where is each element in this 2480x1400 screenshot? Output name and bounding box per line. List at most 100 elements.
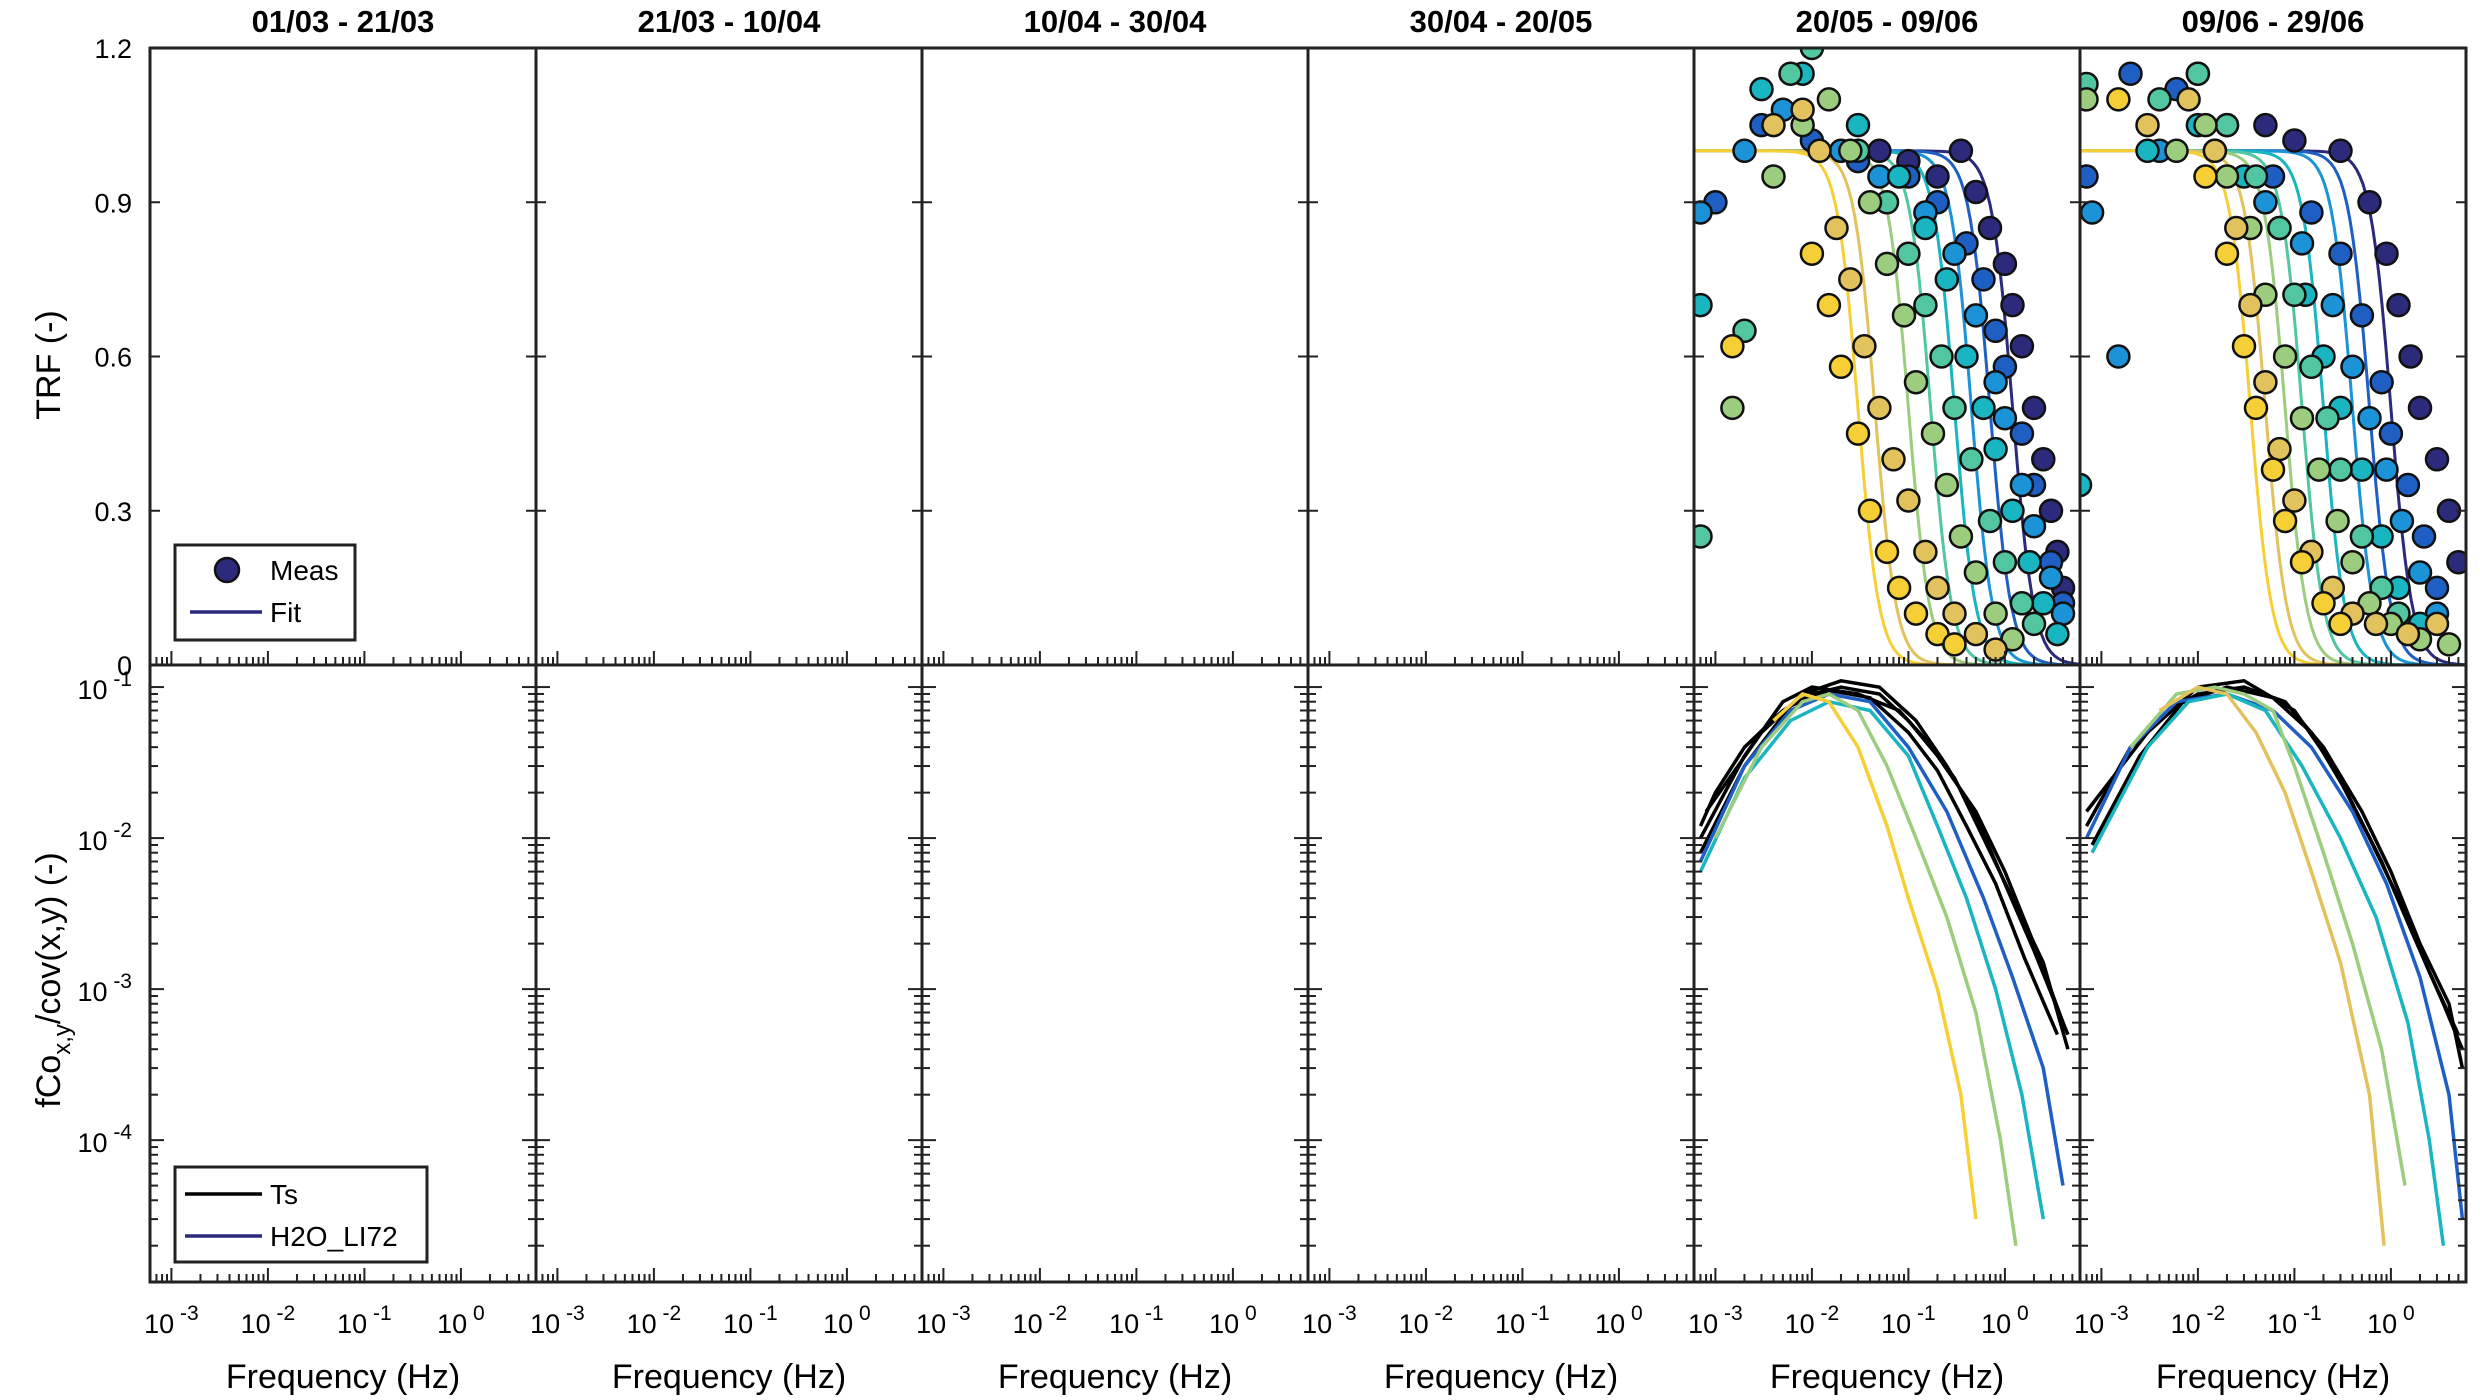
meas-point bbox=[1720, 333, 1745, 359]
meas-point bbox=[1992, 251, 2018, 277]
x-tick-label: 10 -1 bbox=[2267, 1302, 2322, 1339]
cospec-group bbox=[1698, 688, 2060, 1036]
meas-point bbox=[2363, 611, 2389, 637]
cospec-line bbox=[2129, 685, 2407, 1186]
y-tick-label: 10 -4 bbox=[77, 1121, 132, 1158]
meas-point bbox=[2328, 138, 2353, 164]
meas-point bbox=[2106, 344, 2131, 369]
meas-point bbox=[1732, 138, 1757, 164]
top-axes-box bbox=[534, 46, 924, 667]
meas-point bbox=[1963, 303, 1989, 328]
fit-curve bbox=[1694, 149, 2080, 665]
x-tick-label: 10 0 bbox=[1595, 1302, 1643, 1339]
meas-point bbox=[2357, 190, 2382, 215]
meas-point bbox=[1925, 164, 1950, 189]
meas-point bbox=[1920, 421, 1946, 446]
cospec-group bbox=[2090, 692, 2446, 1246]
meas-point bbox=[1874, 539, 1900, 565]
meas-point bbox=[2299, 200, 2324, 225]
cospec-group bbox=[1698, 685, 2065, 1024]
y-tick-label: 1.2 bbox=[94, 34, 132, 64]
meas-point bbox=[2315, 405, 2340, 431]
meas-point bbox=[1934, 267, 1960, 292]
meas-series bbox=[1720, 87, 2025, 652]
meas-point bbox=[2260, 457, 2286, 482]
legend-marker-meas bbox=[213, 556, 241, 584]
meas-point bbox=[1857, 190, 1883, 215]
meas-point bbox=[2021, 611, 2047, 637]
meas-point bbox=[1694, 292, 1713, 318]
cospec-line bbox=[1772, 692, 1978, 1220]
meas-point bbox=[1816, 292, 1842, 318]
meas-point bbox=[2000, 292, 2025, 318]
meas-point bbox=[1761, 164, 1786, 189]
panel-title: 20/05 - 09/06 bbox=[1796, 4, 1979, 39]
meas-point bbox=[2446, 549, 2466, 575]
bottom-y-label-main: fCo bbox=[30, 1055, 68, 1108]
meas-point bbox=[1867, 138, 1892, 164]
x-axis-label: Frequency (Hz) bbox=[998, 1358, 1232, 1396]
meas-point bbox=[1929, 344, 1954, 369]
meas-series bbox=[2185, 61, 2466, 575]
meas-point bbox=[1828, 354, 1854, 380]
meas-point bbox=[2407, 395, 2433, 421]
meas-point bbox=[1948, 524, 1974, 549]
meas-point bbox=[2193, 112, 2218, 138]
meas-point bbox=[1963, 560, 1989, 585]
cospec-line bbox=[2158, 685, 2386, 1246]
cospectra-lines bbox=[1698, 678, 2465, 1246]
meas-series bbox=[1720, 241, 1967, 657]
x-tick-label: 10 0 bbox=[437, 1302, 485, 1339]
meas-point bbox=[1838, 267, 1863, 292]
meas-point bbox=[2325, 508, 2350, 534]
meas-point bbox=[2386, 292, 2411, 318]
meas-point bbox=[2272, 344, 2298, 369]
x-tick-label: 10 -1 bbox=[723, 1302, 778, 1339]
meas-point bbox=[2009, 591, 2035, 616]
bottom-y-axis-label: fCox,y/cov(x,y) (-) bbox=[30, 852, 76, 1107]
meas-point bbox=[2050, 601, 2076, 626]
x-tick-label: 10 0 bbox=[1981, 1302, 2029, 1339]
meas-point bbox=[2021, 395, 2047, 421]
meas-series bbox=[1694, 97, 2076, 626]
meas-point bbox=[2017, 549, 2042, 575]
meas-point bbox=[2395, 472, 2421, 498]
meas-point bbox=[1816, 87, 1842, 112]
meas-point bbox=[2135, 112, 2160, 138]
meas-point bbox=[2080, 164, 2099, 189]
x-tick-label: 10 -1 bbox=[337, 1302, 392, 1339]
meas-point bbox=[2238, 292, 2263, 318]
bottom-y-label-sub: x,y bbox=[49, 1024, 76, 1055]
bottom-axes-box bbox=[920, 663, 1310, 1284]
meas-point bbox=[2031, 591, 2056, 616]
top-axes-box bbox=[1306, 46, 1696, 667]
y-tick-label: 0.3 bbox=[94, 497, 132, 527]
meas-point bbox=[1983, 369, 2008, 395]
meas-point bbox=[2080, 87, 2099, 112]
cospec-group bbox=[2085, 678, 2460, 1036]
meas-point bbox=[2289, 231, 2315, 256]
meas-point bbox=[1891, 303, 1917, 328]
x-tick-label: 10 -3 bbox=[2074, 1302, 2129, 1339]
meas-point bbox=[2243, 164, 2269, 189]
x-tick-label: 10 -3 bbox=[1302, 1302, 1357, 1339]
y-tick-label: 0.9 bbox=[94, 188, 132, 218]
meas-point bbox=[1896, 241, 1921, 266]
x-tick-label: 10 0 bbox=[1209, 1302, 1257, 1339]
cospec-line bbox=[1713, 692, 2018, 1246]
meas-point bbox=[1720, 395, 1745, 421]
cospec-group bbox=[1772, 692, 1978, 1220]
meas-point bbox=[2009, 472, 2035, 498]
x-tick-label: 10 -1 bbox=[1495, 1302, 1550, 1339]
x-tick-label: 10 -3 bbox=[144, 1302, 199, 1339]
meas-point bbox=[2349, 457, 2375, 482]
meas-point bbox=[2214, 241, 2240, 266]
meas-point bbox=[1845, 421, 1871, 446]
meas-point bbox=[1807, 138, 1832, 164]
cospec-group bbox=[1698, 699, 2046, 1220]
meas-point bbox=[2253, 112, 2278, 138]
meas-point bbox=[2328, 241, 2353, 266]
meas-point bbox=[2357, 405, 2382, 431]
cospec-group bbox=[2090, 685, 2465, 1050]
